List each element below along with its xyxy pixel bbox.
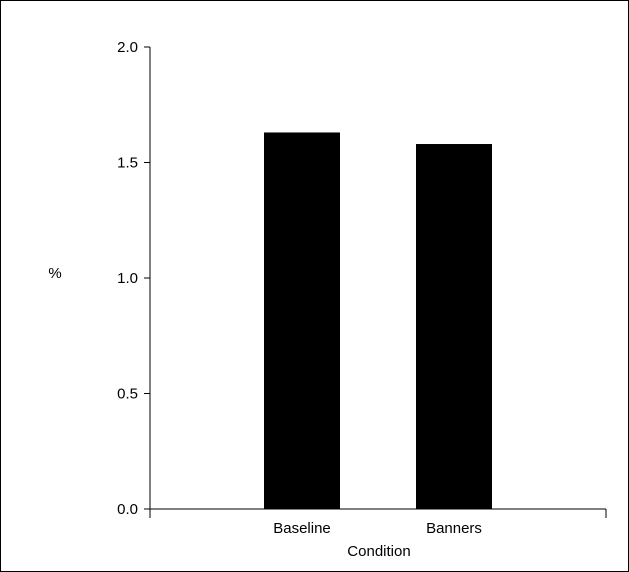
y-tick-label-2: 1.0 <box>117 270 138 287</box>
y-axis: 0.0 0.5 1.0 1.5 2.0 <box>117 39 151 518</box>
x-tick-label-banners: Banners <box>426 520 482 537</box>
bar-baseline <box>264 132 340 509</box>
y-tick-label-1: 0.5 <box>117 386 138 403</box>
x-tick-label-baseline: Baseline <box>273 520 331 537</box>
y-tick-label-0: 0.0 <box>117 501 138 518</box>
y-axis-label: % <box>48 265 61 282</box>
bars <box>264 132 492 509</box>
y-tick-label-4: 2.0 <box>117 39 138 56</box>
x-axis: Baseline Banners <box>149 508 607 537</box>
x-axis-label: Condition <box>347 543 410 560</box>
bar-banners <box>416 144 492 509</box>
y-tick-label-3: 1.5 <box>117 155 138 172</box>
